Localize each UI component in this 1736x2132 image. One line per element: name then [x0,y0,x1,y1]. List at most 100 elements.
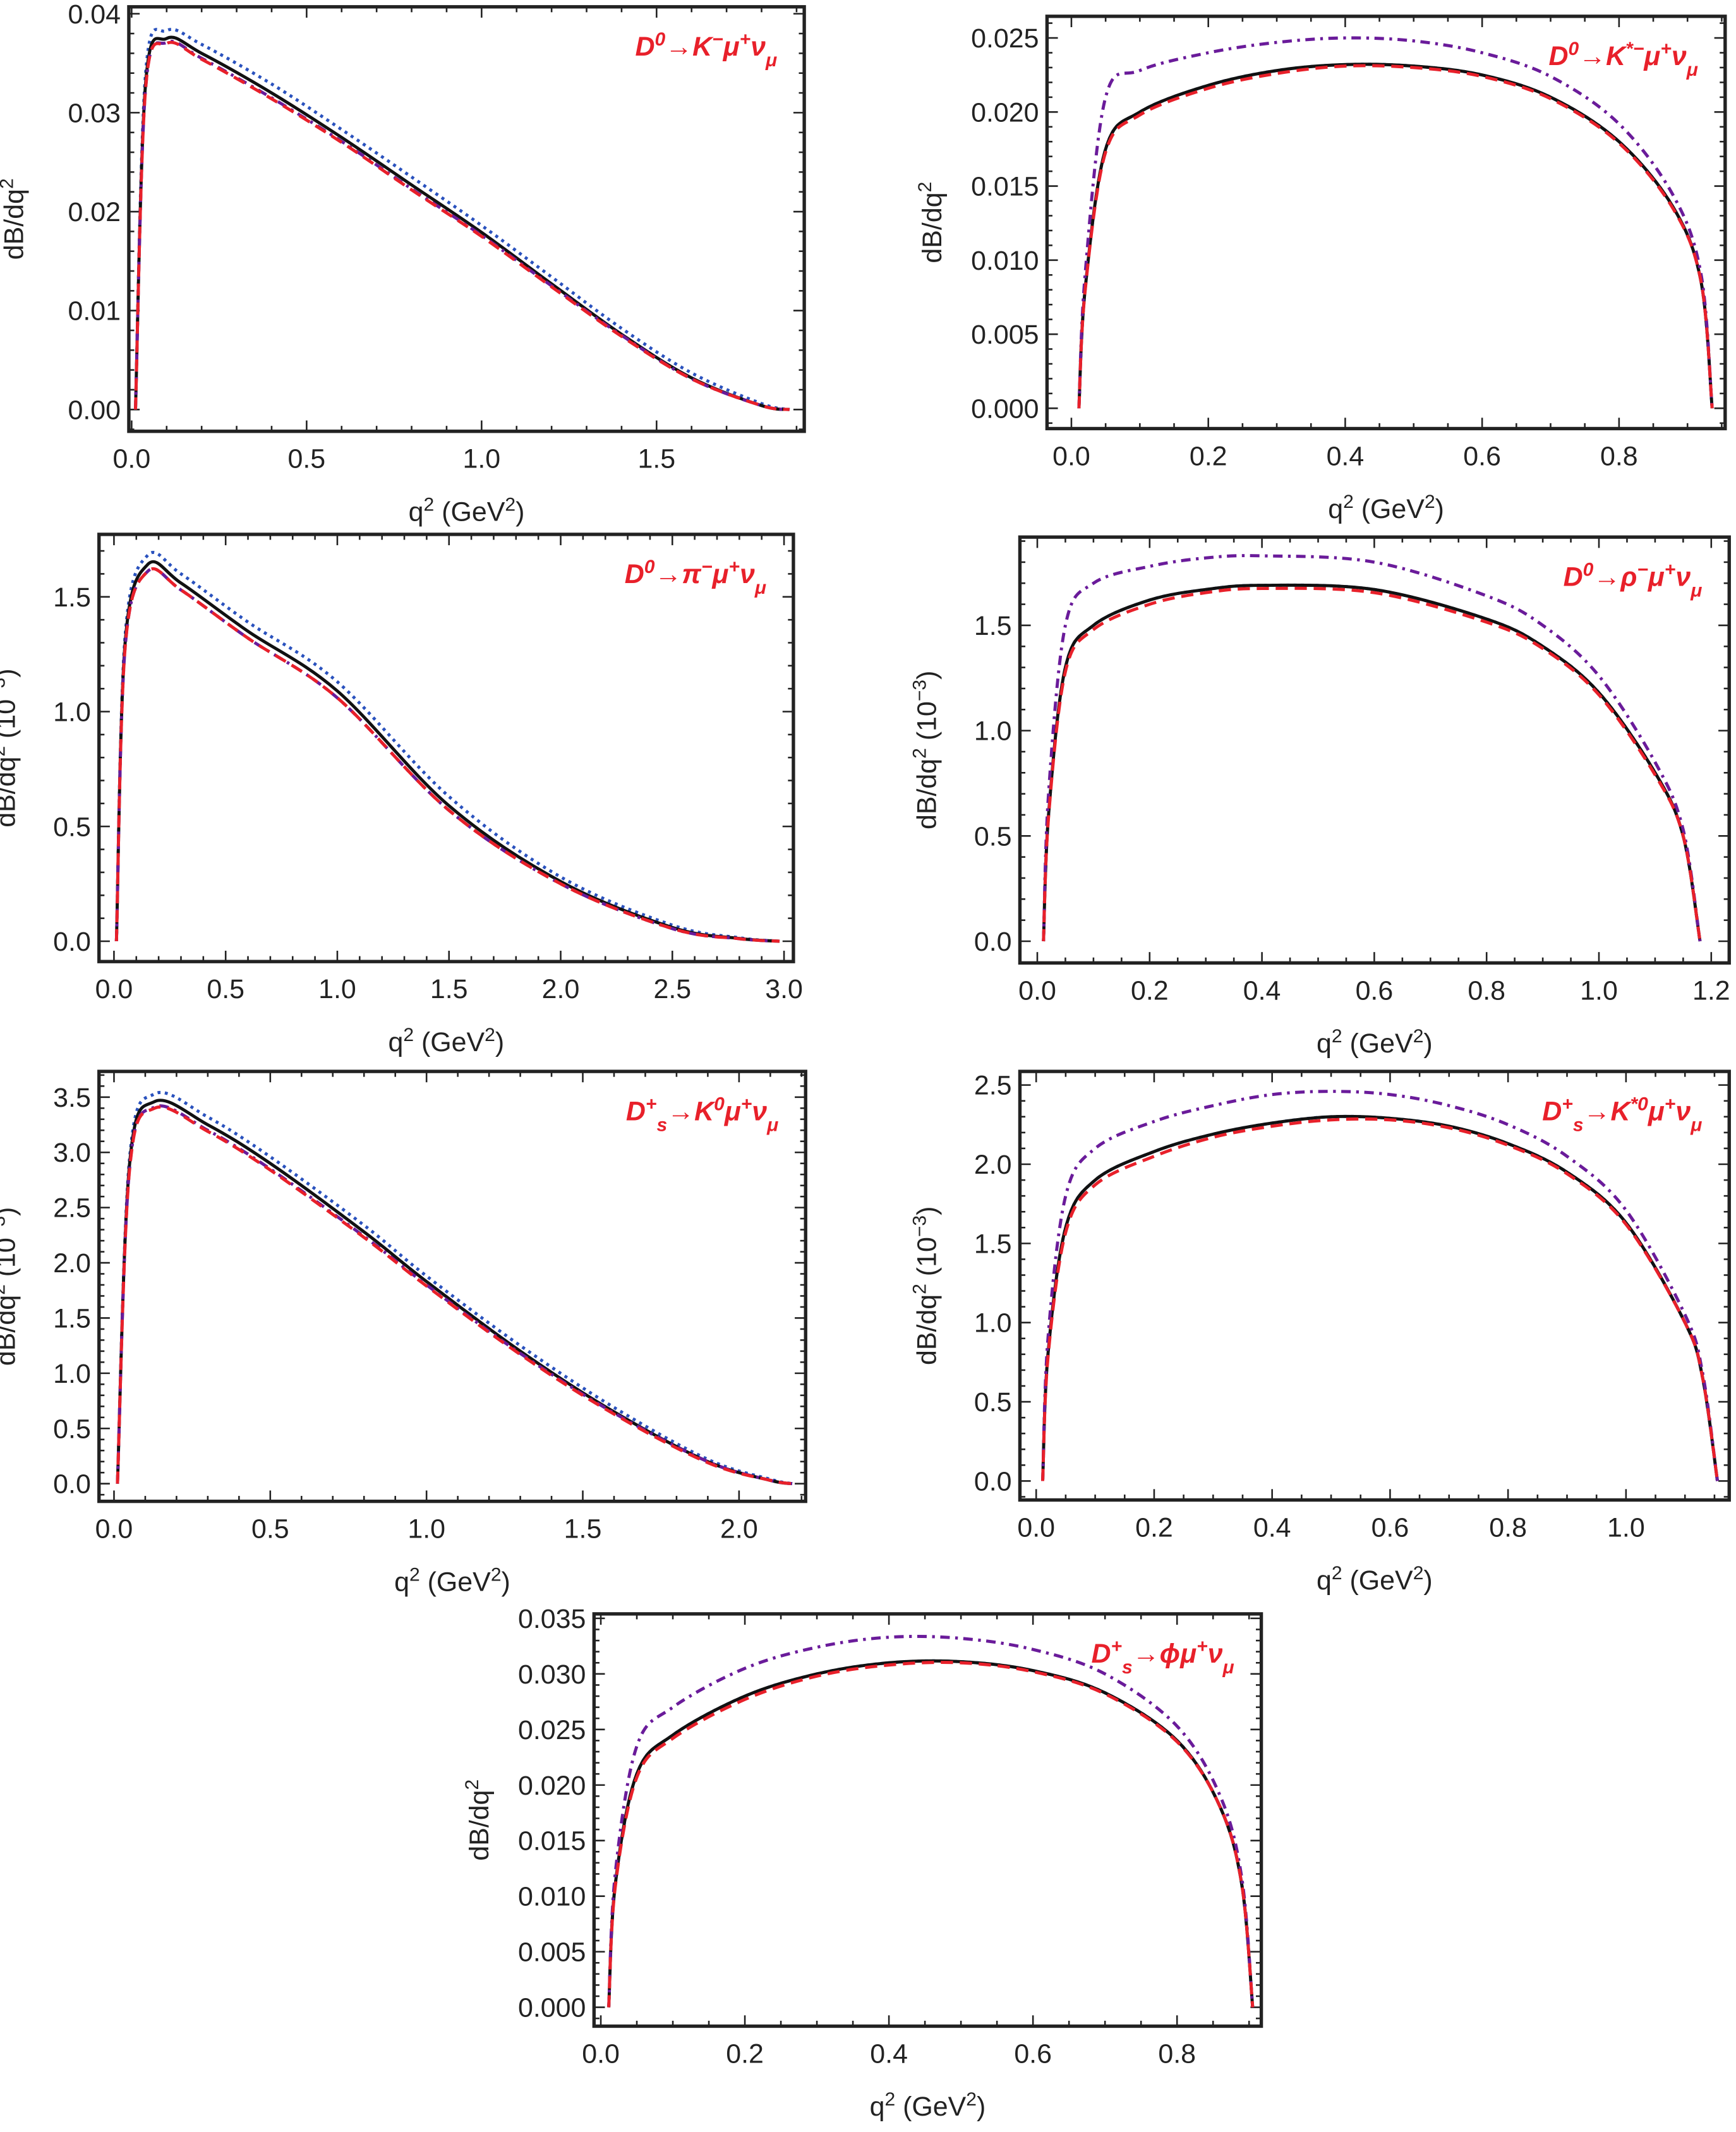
text-part: −3 [0,678,9,699]
y-tick-label: 0.02 [68,197,121,227]
text-part: ) [1423,1028,1432,1059]
x-tick-label: 1.5 [564,1514,602,1545]
y-tick-label: 0.025 [518,1715,586,1745]
chart-panel-1: 0.0 0.5 1.0 1.50.000.010.020.030.04D0→K−μ+ν… [0,0,806,527]
series-line-black-solid [114,560,780,943]
y-tick-label: 0.5 [974,821,1012,852]
x-tick-label: 0.0 [1017,1512,1055,1543]
y-tick-label: 1.0 [974,1308,1012,1339]
text-part: 2 [485,1024,495,1045]
text-part: + [646,1093,657,1114]
panel-title: D+s→K0μ+νμ [626,1093,778,1135]
text-part: μ [1179,1639,1197,1669]
y-tick-label: 0.000 [971,394,1039,424]
text-part: ν [752,1096,767,1126]
text-part: 2 [884,2089,895,2110]
y-tick-label: 2.5 [974,1071,1012,1101]
y-tick-label: 0.010 [518,1882,586,1912]
text-part: 2 [1425,491,1435,512]
text-part: ν [1672,41,1687,71]
x-tick-label: 0.8 [1489,1512,1527,1543]
x-tick-label: 0.4 [1327,441,1365,471]
text-part: (GeV [1354,494,1425,524]
y-tick-label: 0.00 [68,395,121,425]
text-part: q [1328,494,1343,524]
text-part: ν [1675,1096,1691,1126]
series-line-blue-dotted [1042,583,1702,942]
text-part: → [1584,1096,1611,1126]
y-tick-label: 0.005 [971,320,1039,350]
text-part: (GeV [1342,1565,1413,1596]
series-line-red-dashed [116,1105,793,1486]
text-part: + [728,557,740,577]
text-part: dB/dq [464,1790,495,1860]
y-tick-label: 1.0 [974,716,1012,747]
text-part: D [1564,562,1583,593]
x-tick-label: 0.6 [1463,441,1501,471]
y-tick-label: 1.5 [53,582,91,613]
series-line-red-dashed [607,1661,1255,2008]
y-tick-label: 0.015 [971,172,1039,202]
text-part: ) [515,497,524,527]
x-tick-label: 0.5 [288,444,326,474]
text-part: μ [1648,1096,1665,1126]
text-part: (10 [0,699,21,746]
chart-panel-7: 0.0 0.2 0.4 0.6 0.8 0.000 0.005 0.010 0.015 0.020… [461,1604,1263,2122]
x-tick-label: 0.4 [870,2039,908,2069]
text-part: D [1542,1096,1562,1126]
text-part: 2 [491,1564,502,1585]
y-tick-label: 0.005 [518,1937,586,1968]
text-part: 2 [1413,1563,1424,1584]
x-tick-label: 3.0 [765,974,803,1004]
text-part: dB/dq [0,1295,21,1366]
plot-frame [1018,535,1731,965]
text-part: s [1573,1114,1584,1135]
y-tick-label: 0.0 [974,1466,1012,1497]
text-part: q [1317,1028,1332,1059]
chart-panel-5: 0.0 0.5 1.0 1.5 2.0 0.0 0.5 1.0 1.5 2.0 2.5 3.0 3.5 D… [0,1069,807,1597]
series-line-purple-dotdash [1041,1090,1720,1481]
text-part: 2 [1332,1026,1342,1047]
series-line-black-solid [1041,1114,1720,1481]
text-part: + [1665,1093,1676,1114]
series-line-red-dashed [1077,64,1714,409]
y-tick-label: 0.035 [518,1604,586,1634]
text-part: (GeV [1342,1028,1413,1059]
x-tick-label: 0.6 [1014,2039,1052,2069]
text-part: ν [1675,562,1691,593]
text-part: → [665,32,692,62]
y-tick-label: 1.0 [53,1359,91,1389]
text-part: ν [750,32,766,62]
text-part: − [1637,559,1648,580]
x-tick-label: 1.2 [1692,975,1730,1006]
text-part: K [694,1096,716,1126]
x-tick-label: 0.2 [726,2039,764,2069]
ticks [1020,1071,1730,1500]
chart-panel-2: 0.0 0.2 0.4 0.6 0.8 0.000 0.005 0.010 0.015 0.020… [914,15,1727,524]
y-tick-label: 0.020 [971,97,1039,128]
y-axis-label: dB/dq2 [914,182,948,263]
text-part: 2 [914,182,935,193]
x-tick-label: 2.5 [653,974,691,1004]
ticks [1047,16,1725,429]
x-axis-label: q2 (GeV2) [1328,491,1444,524]
x-tick-label: 0.2 [1190,441,1227,471]
text-part: μ [1643,41,1660,71]
text-part: 0 [655,29,666,50]
chart-panel-3: 0.0 0.5 1.0 1.5 2.0 2.5 3.00.00.51.01.5D0→π−μ+… [0,533,803,1057]
text-part: − [712,29,723,50]
text-part: ) [912,1207,942,1215]
text-part: ) [0,668,21,677]
text-part: D [1549,41,1569,71]
x-axis-label: q2 (GeV2) [388,1024,504,1057]
text-part: −3 [909,1215,930,1237]
ticks [1020,537,1730,963]
plot-frame [592,1612,1263,2028]
x-tick-label: 1.0 [318,974,356,1004]
text-part: ν [740,559,755,589]
text-part: μ [712,559,729,589]
x-tick-label: 2.0 [720,1514,758,1545]
x-axis-label: q2 (GeV2) [1317,1563,1433,1596]
text-part: ) [912,671,942,680]
text-part: dB/dq [912,1294,942,1365]
